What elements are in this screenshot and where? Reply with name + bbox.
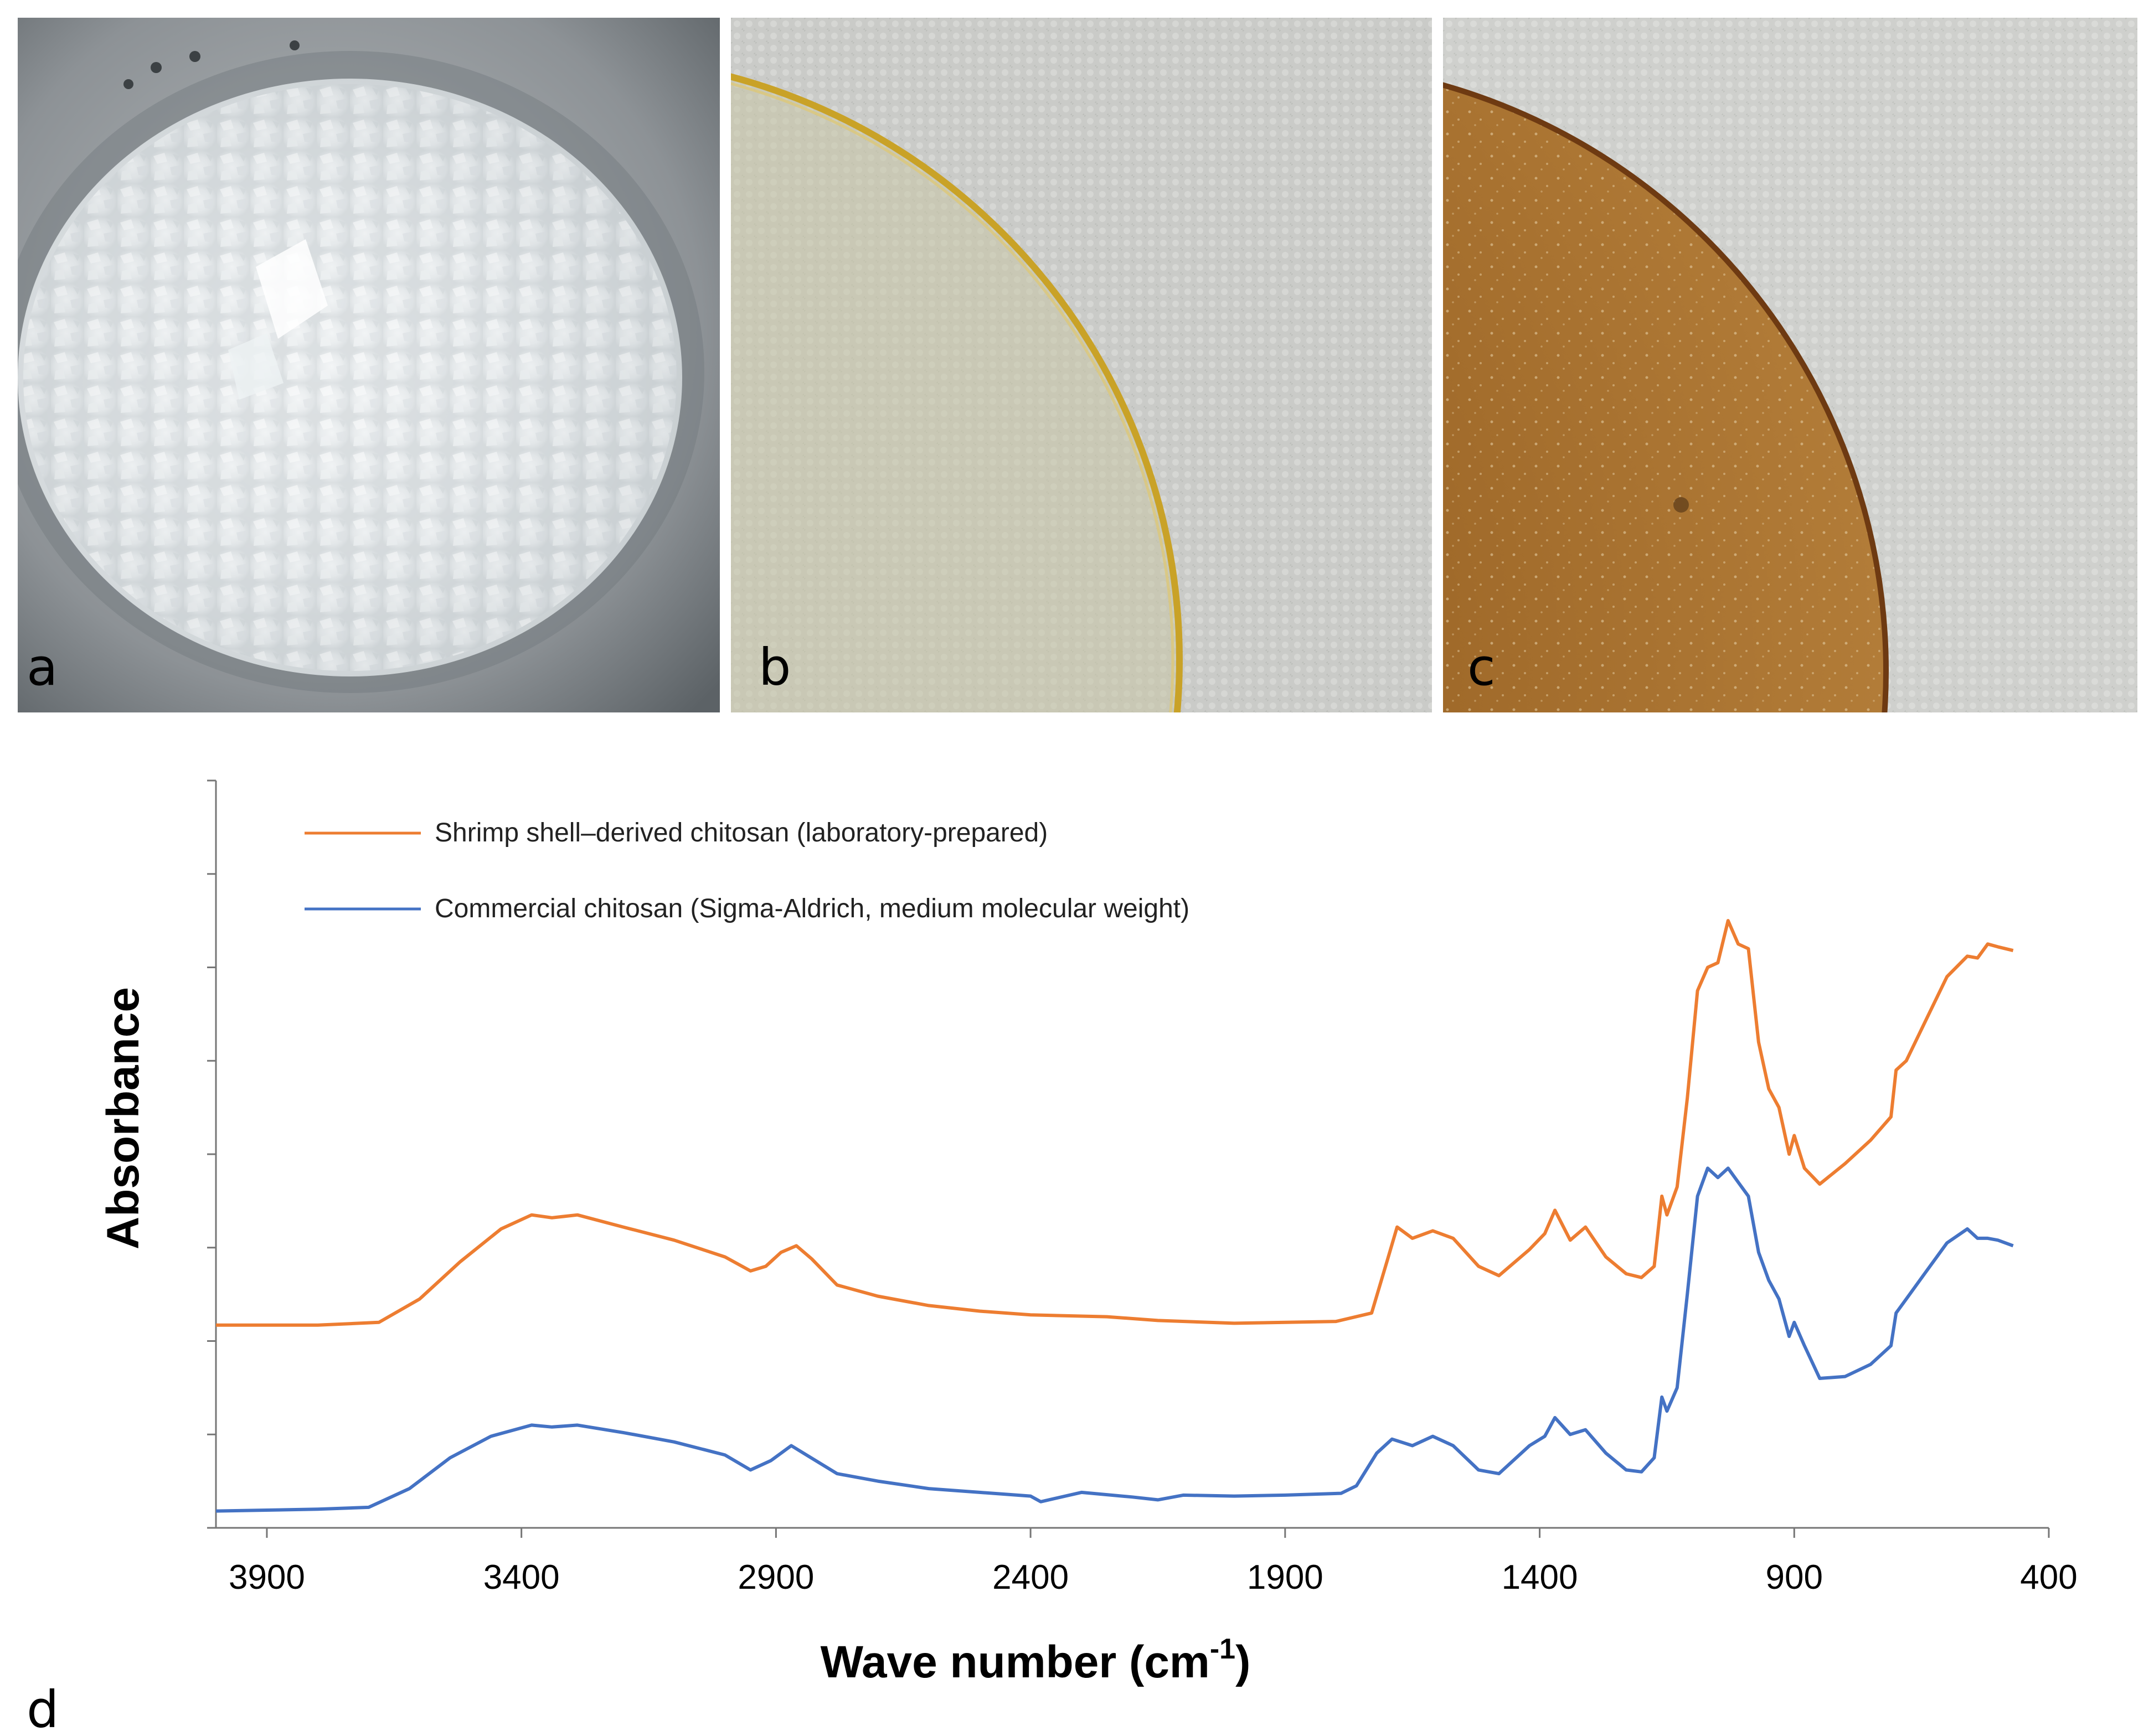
x-tick-label: 3900 <box>229 1558 305 1596</box>
panel-label-b: b <box>759 638 791 697</box>
series-line-shrimp <box>216 919 2014 1327</box>
panel-label-c: c <box>1467 638 1496 697</box>
x-axis-label-sup: -1 <box>1210 1633 1235 1665</box>
x-tick-label: 3400 <box>483 1558 560 1596</box>
x-tick-label: 900 <box>1766 1558 1823 1596</box>
x-tick-label: 400 <box>2020 1558 2077 1596</box>
x-axis-label: Wave number (cm-1) <box>821 1633 1251 1687</box>
x-tick-label: 1400 <box>1502 1558 1578 1596</box>
photo-panel-a <box>18 18 720 712</box>
ftir-chart: 3900 3400 2900 2400 1900 1400 900 400 Shrimp sh… <box>27 779 2078 1736</box>
y-axis-label: Absorbance <box>98 987 148 1249</box>
panel-label-d: d <box>27 1680 59 1736</box>
series-line-commercial <box>215 1166 2014 1513</box>
x-tick-label: 2400 <box>992 1558 1069 1596</box>
x-axis-label-text: Wave number (cm <box>821 1637 1210 1687</box>
panel-label-a: a <box>27 638 58 697</box>
x-tick-label: 1900 <box>1247 1558 1323 1596</box>
legend-label-shrimp: Shrimp shell–derived chitosan (laborator… <box>435 818 1048 848</box>
chart-legend: Shrimp shell–derived chitosan (laborator… <box>305 818 1189 923</box>
chart-axes: 3900 3400 2900 2400 1900 1400 900 400 <box>207 779 2078 1596</box>
chart-series <box>215 919 2014 1513</box>
x-tick-label: 2900 <box>738 1558 814 1596</box>
legend-label-commercial: Commercial chitosan (Sigma-Aldrich, medi… <box>435 894 1189 923</box>
photo-panel-b <box>731 18 1432 712</box>
x-axis-label-close: ) <box>1235 1637 1250 1687</box>
photo-panel-c <box>1443 18 2137 712</box>
